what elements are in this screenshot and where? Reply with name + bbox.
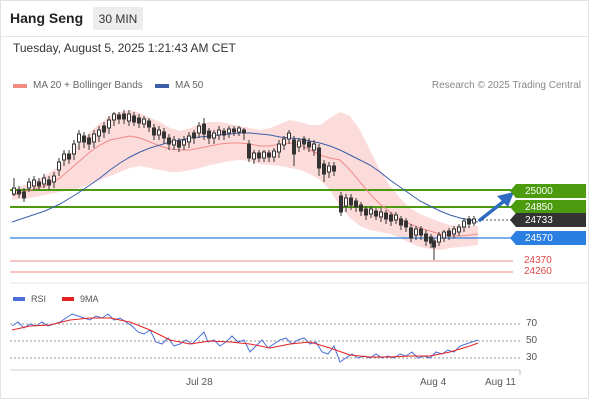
rsi-level-30: 30 (526, 352, 538, 363)
tag-pointer-24570 (510, 231, 516, 245)
x-label-aug4: Aug 4 (420, 377, 447, 388)
ma50-line (11, 132, 479, 223)
ma50-swatch (155, 83, 169, 88)
rsi-line (11, 313, 479, 363)
level-text-24260: 24260 (524, 266, 552, 277)
tag-pointer-24733 (510, 213, 516, 227)
rsi-label: RSI (31, 294, 47, 304)
x-label-jul28: Jul 28 (186, 377, 213, 388)
rsi-ma-legend: 9MA (62, 294, 99, 304)
level-tag-24850: 24850 (516, 200, 586, 214)
rsi-ma-swatch (62, 297, 74, 301)
rsi-level-50: 50 (526, 335, 538, 346)
legend-ma50: MA 50 (155, 80, 203, 91)
x-label-aug11: Aug 11 (485, 377, 516, 388)
projection-arrowhead (497, 192, 514, 207)
legend-ma20-label: MA 20 + Bollinger Bands (33, 80, 143, 91)
rsi-legend: RSI (13, 294, 46, 304)
ma20-swatch (13, 83, 27, 88)
symbol-title: Hang Seng (10, 10, 84, 26)
rsi-swatch (13, 297, 25, 301)
tag-pointer-24850 (510, 200, 516, 214)
candlesticks (12, 110, 476, 260)
rsi-ma-line (11, 317, 479, 358)
level-tag-24733: 24733 (516, 213, 586, 227)
timestamp: Tuesday, August 5, 2025 1:21:43 AM CET (13, 41, 236, 55)
header-divider (0, 36, 589, 37)
timeframe-button[interactable]: 30 MIN (93, 7, 143, 30)
level-tag-24570: 24570 (516, 231, 586, 245)
copyright: Research © 2025 Trading Central (431, 80, 581, 91)
rsi-ma-label: 9MA (80, 294, 99, 304)
legend-ma50-label: MA 50 (175, 80, 204, 91)
rsi-level-70: 70 (526, 318, 538, 329)
legend-ma20: MA 20 + Bollinger Bands (13, 80, 143, 91)
level-text-24370: 24370 (524, 255, 552, 266)
level-tag-25000: 25000 (516, 184, 586, 198)
tag-pointer-25000 (510, 184, 516, 198)
